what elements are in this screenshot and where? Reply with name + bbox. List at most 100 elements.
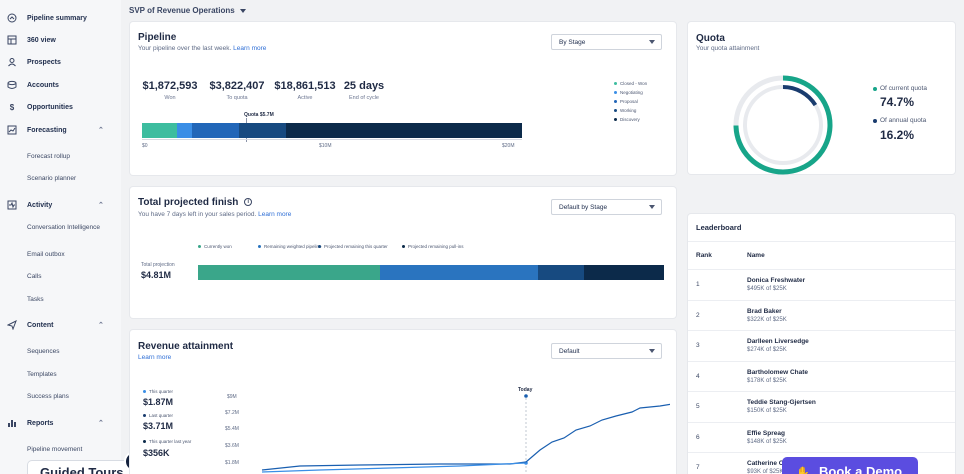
leaderboard-title: Leaderboard bbox=[696, 223, 742, 232]
leaderboard-row[interactable]: 3 Darlleen Liversedge $274K of $25K bbox=[688, 330, 955, 360]
kpi-to-quota-label: To quota bbox=[226, 95, 248, 101]
pipeline-card: Pipeline Your pipeline over the last wee… bbox=[130, 22, 676, 175]
calendar-icon: ✋ bbox=[796, 467, 810, 474]
sidebar-subitem-success-plans[interactable]: Success plans bbox=[27, 393, 69, 400]
sidebar-subitem-pipeline-movement[interactable]: Pipeline movement bbox=[27, 446, 83, 453]
sidebar-subitem-forecast-rollup[interactable]: Forecast rollup bbox=[27, 153, 70, 160]
pipeline-stage-select[interactable]: By Stage bbox=[551, 34, 662, 50]
stat-this-quarter-label: This quarter bbox=[143, 389, 173, 394]
quota-annual-label: Of annual quota bbox=[873, 117, 926, 124]
sidebar-item-accounts[interactable]: Accounts bbox=[6, 77, 59, 93]
sidebar-item-reports[interactable]: Reports ⌃ bbox=[6, 415, 104, 431]
leaderboard-row[interactable]: 4 Bartholomew Chate $178K of $25K bbox=[688, 360, 955, 391]
sidebar-subitem-email-outbox[interactable]: Email outbox bbox=[27, 251, 65, 258]
revenue-line-chart bbox=[261, 394, 670, 474]
revenue-select[interactable]: Default bbox=[551, 343, 662, 359]
kpi-cycle-label: End of cycle bbox=[349, 95, 379, 101]
pipeline-title: Pipeline bbox=[138, 32, 177, 43]
dollar-icon: $ bbox=[9, 102, 15, 112]
sidebar-subitem-calls[interactable]: Calls bbox=[27, 273, 42, 280]
leaderboard-amount: $148K of $25K bbox=[747, 438, 787, 445]
stat-last-quarter-value: $3.71M bbox=[143, 421, 174, 431]
role-dropdown[interactable]: SVP of Revenue Operations bbox=[129, 6, 246, 15]
leaderboard-rank: 5 bbox=[696, 403, 700, 410]
col-rank: Rank bbox=[696, 252, 712, 259]
learn-more-link[interactable]: Learn more bbox=[233, 45, 267, 52]
this-quarter-line bbox=[261, 462, 527, 473]
sidebar-item-content[interactable]: Content ⌃ bbox=[6, 317, 104, 333]
chevron-up-icon[interactable]: ⌃ bbox=[98, 420, 104, 427]
chevron-up-icon[interactable]: ⌃ bbox=[98, 322, 104, 329]
sidebar-subitem-scenario-planner[interactable]: Scenario planner bbox=[27, 175, 77, 182]
kpi-to-quota-value: $3,822,407 bbox=[209, 80, 265, 92]
chevron-up-icon[interactable]: ⌃ bbox=[98, 127, 104, 134]
chevron-down-icon bbox=[239, 8, 246, 13]
book-demo-label: Book a Demo bbox=[819, 464, 903, 474]
leaderboard-row[interactable]: 5 Teddie Stang-Gjertsen $150K of $25K bbox=[688, 391, 955, 421]
leaderboard-name: Catherine O bbox=[747, 460, 784, 467]
sidebar-item-activity[interactable]: Activity ⌃ bbox=[6, 197, 104, 213]
learn-more-link[interactable]: Learn more bbox=[138, 354, 172, 361]
leaderboard-amount: $322K of $25K bbox=[747, 316, 787, 323]
sidebar-item-forecasting[interactable]: Forecasting ⌃ bbox=[6, 122, 104, 138]
projected-stage-select[interactable]: Default by Stage bbox=[551, 199, 662, 215]
sidebar-item-label: Prospects bbox=[27, 58, 61, 66]
leaderboard-rank: 4 bbox=[696, 372, 700, 380]
leaderboard-row[interactable]: 7 Catherine O $93K of $25K bbox=[688, 452, 955, 474]
guided-tours-widget[interactable]: Guided Tours bbox=[28, 461, 138, 474]
sidebar-item-label: Opportunities bbox=[27, 103, 73, 111]
leaderboard-name: Teddie Stang-Gjertsen bbox=[747, 399, 816, 406]
quota-current-arc bbox=[733, 75, 833, 175]
activity-icon bbox=[6, 200, 18, 210]
projected-card: Total projected finish i You have 7 days… bbox=[130, 187, 676, 318]
kpi-won-label: Won bbox=[164, 95, 176, 101]
kpi-active-label: Active bbox=[297, 95, 313, 101]
projected-subtitle: You have 7 days left in your sales perio… bbox=[138, 211, 292, 218]
book-demo-button[interactable]: ✋ Book a Demo bbox=[782, 457, 918, 474]
today-label: Today bbox=[518, 387, 533, 393]
revenue-title: Revenue attainment bbox=[138, 341, 234, 352]
grid-icon bbox=[6, 35, 18, 45]
leaderboard-row[interactable]: 1 Donica Freshwater $495K of $25K bbox=[688, 269, 955, 299]
sidebar-item-label: Accounts bbox=[27, 81, 59, 89]
y-tick-9m: $9M bbox=[227, 394, 237, 400]
last-quarter-line bbox=[261, 403, 670, 471]
bar-segment-currently-won bbox=[198, 265, 380, 280]
chevron-down-icon bbox=[649, 349, 655, 353]
info-icon[interactable]: i bbox=[244, 198, 253, 207]
revenue-card: Revenue attainment Learn more Default Th… bbox=[130, 330, 676, 474]
leaderboard-amount: $93K of $25K bbox=[747, 469, 784, 474]
building-icon bbox=[6, 80, 18, 90]
quota-current-label: Of current quota bbox=[873, 85, 927, 92]
leaderboard-header: Rank Name bbox=[688, 241, 955, 269]
bar-segment-closed-won bbox=[142, 123, 177, 138]
sidebar-subitem-sequences[interactable]: Sequences bbox=[27, 348, 60, 355]
chart-icon bbox=[6, 125, 18, 135]
sidebar-item-prospects[interactable]: Prospects bbox=[6, 54, 61, 70]
chevron-up-icon[interactable]: ⌃ bbox=[98, 202, 104, 209]
sidebar-item-opportunities[interactable]: $ Opportunities bbox=[6, 99, 73, 115]
sidebar: Pipeline summary 360 view Prospects Acco… bbox=[0, 0, 121, 474]
today-dot bbox=[524, 394, 528, 398]
leaderboard-name: Darlleen Liversedge bbox=[747, 338, 809, 345]
sidebar-item-label: Reports bbox=[27, 419, 54, 427]
sidebar-subitem-tasks[interactable]: Tasks bbox=[27, 296, 44, 303]
pipeline-icon bbox=[6, 13, 18, 23]
user-icon bbox=[6, 57, 18, 67]
leaderboard-row[interactable]: 6 Effie Spreag $148K of $25K bbox=[688, 421, 955, 452]
bar-segment-working bbox=[239, 123, 286, 138]
quota-annual-value: 16.2% bbox=[880, 128, 915, 142]
y-tick-3-6m: $3.6M bbox=[225, 443, 239, 449]
pipeline-subtitle: Your pipeline over the last week. Learn … bbox=[138, 45, 267, 52]
leaderboard-row[interactable]: 2 Brad Baker $322K of $25K bbox=[688, 299, 955, 330]
chevron-down-icon bbox=[649, 205, 655, 209]
leaderboard-rank: 7 bbox=[696, 464, 700, 471]
sidebar-item-pipeline-summary[interactable]: Pipeline summary bbox=[6, 10, 87, 26]
learn-more-link[interactable]: Learn more bbox=[258, 211, 292, 218]
leaderboard-card: Leaderboard Rank Name 1 Donica Freshwater… bbox=[688, 214, 955, 474]
bar-segment-negotiating bbox=[177, 123, 192, 138]
sidebar-subitem-templates[interactable]: Templates bbox=[27, 371, 57, 378]
sidebar-item-360-view[interactable]: 360 view bbox=[6, 32, 56, 48]
sidebar-subitem-conversation-intelligence[interactable]: Conversation Intelligence bbox=[27, 224, 100, 231]
pipeline-axis bbox=[142, 139, 522, 140]
